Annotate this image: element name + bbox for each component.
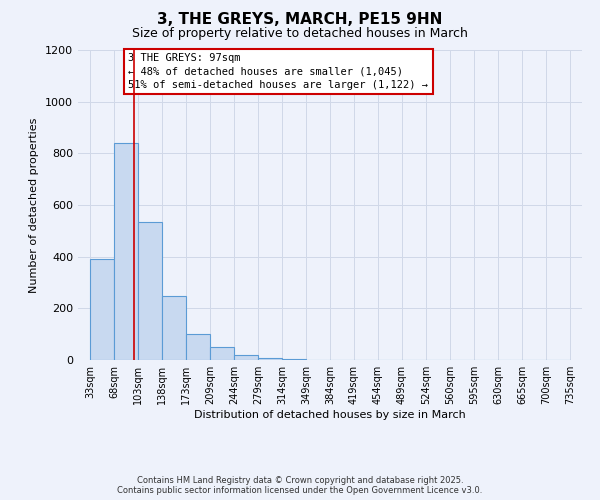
X-axis label: Distribution of detached houses by size in March: Distribution of detached houses by size … — [194, 410, 466, 420]
Text: 3, THE GREYS, MARCH, PE15 9HN: 3, THE GREYS, MARCH, PE15 9HN — [157, 12, 443, 28]
Bar — [90, 259, 114, 360]
Bar — [211, 346, 234, 360]
Bar — [162, 296, 185, 360]
Bar — [114, 143, 138, 360]
Bar — [235, 356, 258, 360]
Bar — [138, 222, 161, 360]
Text: Contains HM Land Registry data © Crown copyright and database right 2025.
Contai: Contains HM Land Registry data © Crown c… — [118, 476, 482, 495]
Text: 3 THE GREYS: 97sqm
← 48% of detached houses are smaller (1,045)
51% of semi-deta: 3 THE GREYS: 97sqm ← 48% of detached hou… — [128, 53, 428, 90]
Y-axis label: Number of detached properties: Number of detached properties — [29, 118, 40, 292]
Bar — [259, 358, 282, 360]
Bar — [186, 334, 209, 360]
Text: Size of property relative to detached houses in March: Size of property relative to detached ho… — [132, 28, 468, 40]
